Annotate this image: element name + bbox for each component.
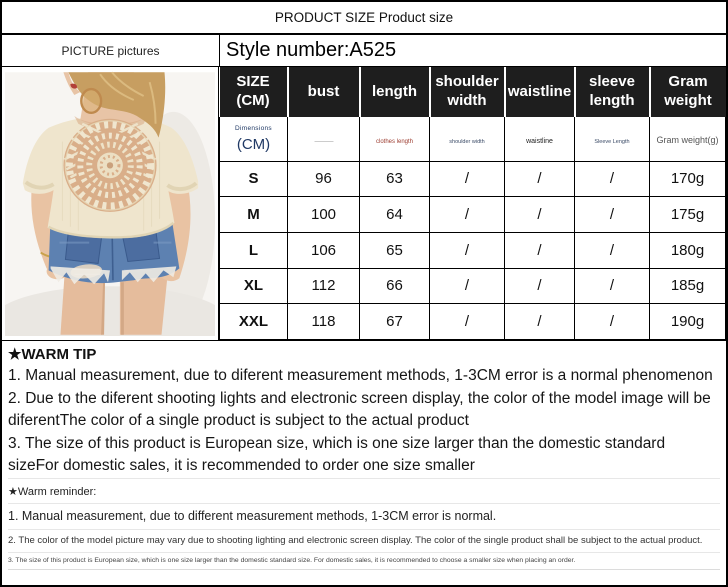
- cell-sleeve: /: [574, 160, 650, 198]
- cell-shoulder: /: [429, 303, 505, 340]
- cell-size: XL: [219, 267, 288, 305]
- warm-reminder-section: ★Warm reminder: 1. Manual measurement, d…: [2, 478, 726, 585]
- cell-length: 63: [359, 160, 430, 198]
- subheader-waistline: waistline: [504, 117, 575, 162]
- warm-tip-item-3: 3. The size of this product is European …: [8, 435, 666, 474]
- cell-shoulder: /: [429, 196, 505, 233]
- col-gram-weight: Gram weight: [648, 67, 726, 117]
- subheader-clothes-length: clothes length: [359, 117, 430, 162]
- warm-reminder-item-2: 2. The color of the model picture may va…: [8, 529, 720, 552]
- cell-weight: 170g: [649, 160, 726, 198]
- subheader-shoulder-width: shoulder width: [429, 117, 505, 162]
- bust-dash: ———: [314, 138, 334, 146]
- table-row-xl: XL 112 66 / / / 185g: [219, 267, 726, 305]
- size-table-subheader-row: Dimensions (CM) ——— clothes length shoul…: [219, 117, 726, 162]
- warm-reminder-item-1: 1. Manual measurement, due to different …: [8, 503, 720, 529]
- cell-waist: /: [504, 303, 575, 340]
- size-table: SIZE (CM) bust length shoulder width wai…: [219, 67, 726, 340]
- cell-weight: 190g: [649, 303, 726, 340]
- cell-sleeve: /: [574, 231, 650, 269]
- cell-waist: /: [504, 231, 575, 269]
- style-number-cell: Style number:A525: [220, 35, 726, 66]
- col-shoulder-width: shoulder width: [428, 67, 505, 117]
- col-length: length: [358, 67, 430, 117]
- cell-shoulder: /: [429, 160, 505, 198]
- subheader-bust: ———: [287, 117, 360, 162]
- cell-sleeve: /: [574, 267, 650, 305]
- table-row-s: S 96 63 / / / 170g: [219, 160, 726, 198]
- size-table-header-row: SIZE (CM) bust length shoulder width wai…: [219, 67, 726, 117]
- col-bust: bust: [286, 67, 360, 117]
- col-waistline: waistline: [503, 67, 575, 117]
- cell-shoulder: /: [429, 231, 505, 269]
- table-row-l: L 106 65 / / / 180g: [219, 231, 726, 269]
- cell-length: 66: [359, 267, 430, 305]
- cell-waist: /: [504, 196, 575, 233]
- cell-size: S: [219, 160, 288, 198]
- cell-size: XXL: [219, 303, 288, 340]
- cell-length: 67: [359, 303, 430, 340]
- cell-bust: 118: [287, 303, 360, 340]
- dimensions-unit: (CM): [236, 135, 271, 153]
- cell-size: M: [219, 196, 288, 233]
- cell-shoulder: /: [429, 267, 505, 305]
- cell-length: 65: [359, 231, 430, 269]
- cell-length: 64: [359, 196, 430, 233]
- dimensions-label: Dimensions: [235, 124, 272, 132]
- cell-waist: /: [504, 160, 575, 198]
- cell-bust: 100: [287, 196, 360, 233]
- subheader-dimensions: Dimensions (CM): [219, 117, 288, 162]
- cell-sleeve: /: [574, 196, 650, 233]
- style-number: Style number:A525: [226, 39, 397, 61]
- bottom-divider: [8, 569, 720, 585]
- subheader-gram-weight: Gram weight(g): [649, 117, 726, 162]
- table-row-xxl: XXL 118 67 / / / 190g: [219, 303, 726, 340]
- style-row: PICTURE pictures Style number:A525: [2, 35, 726, 67]
- product-photo: [2, 67, 219, 340]
- warm-tip-item-2: 2. Due to the diferent shooting lights a…: [8, 390, 711, 429]
- cell-weight: 180g: [649, 231, 726, 269]
- cell-sleeve: /: [574, 303, 650, 340]
- cell-bust: 106: [287, 231, 360, 269]
- page-title: PRODUCT SIZE Product size: [274, 10, 454, 25]
- col-size: SIZE (CM): [219, 67, 288, 117]
- size-table-wrap: SIZE (CM) bust length shoulder width wai…: [219, 67, 726, 340]
- cell-bust: 112: [287, 267, 360, 305]
- picture-label: PICTURE pictures: [61, 43, 160, 58]
- content-row: SIZE (CM) bust length shoulder width wai…: [2, 67, 726, 341]
- cell-bust: 96: [287, 160, 360, 198]
- table-row-m: M 100 64 / / / 175g: [219, 196, 726, 233]
- cell-weight: 185g: [649, 267, 726, 305]
- cell-size: L: [219, 231, 288, 269]
- sheet-title-row: PRODUCT SIZE Product size: [2, 2, 726, 35]
- subheader-sleeve-length: Sleeve Length: [574, 117, 650, 162]
- warm-tip-item-1: 1. Manual measurement, due to diferent m…: [8, 367, 713, 384]
- warm-reminder-title: ★Warm reminder:: [8, 478, 720, 503]
- warm-tip-section: ★WARM TIP 1. Manual measurement, due to …: [2, 341, 726, 477]
- cell-waist: /: [504, 267, 575, 305]
- picture-label-cell: PICTURE pictures: [2, 35, 220, 66]
- warm-tip-title: ★WARM TIP: [8, 346, 97, 363]
- col-sleeve-length: sleeve length: [573, 67, 650, 117]
- warm-reminder-item-3: 3. The size of this product is European …: [8, 552, 720, 569]
- model-photo-illustration: [5, 71, 215, 336]
- cell-weight: 175g: [649, 196, 726, 233]
